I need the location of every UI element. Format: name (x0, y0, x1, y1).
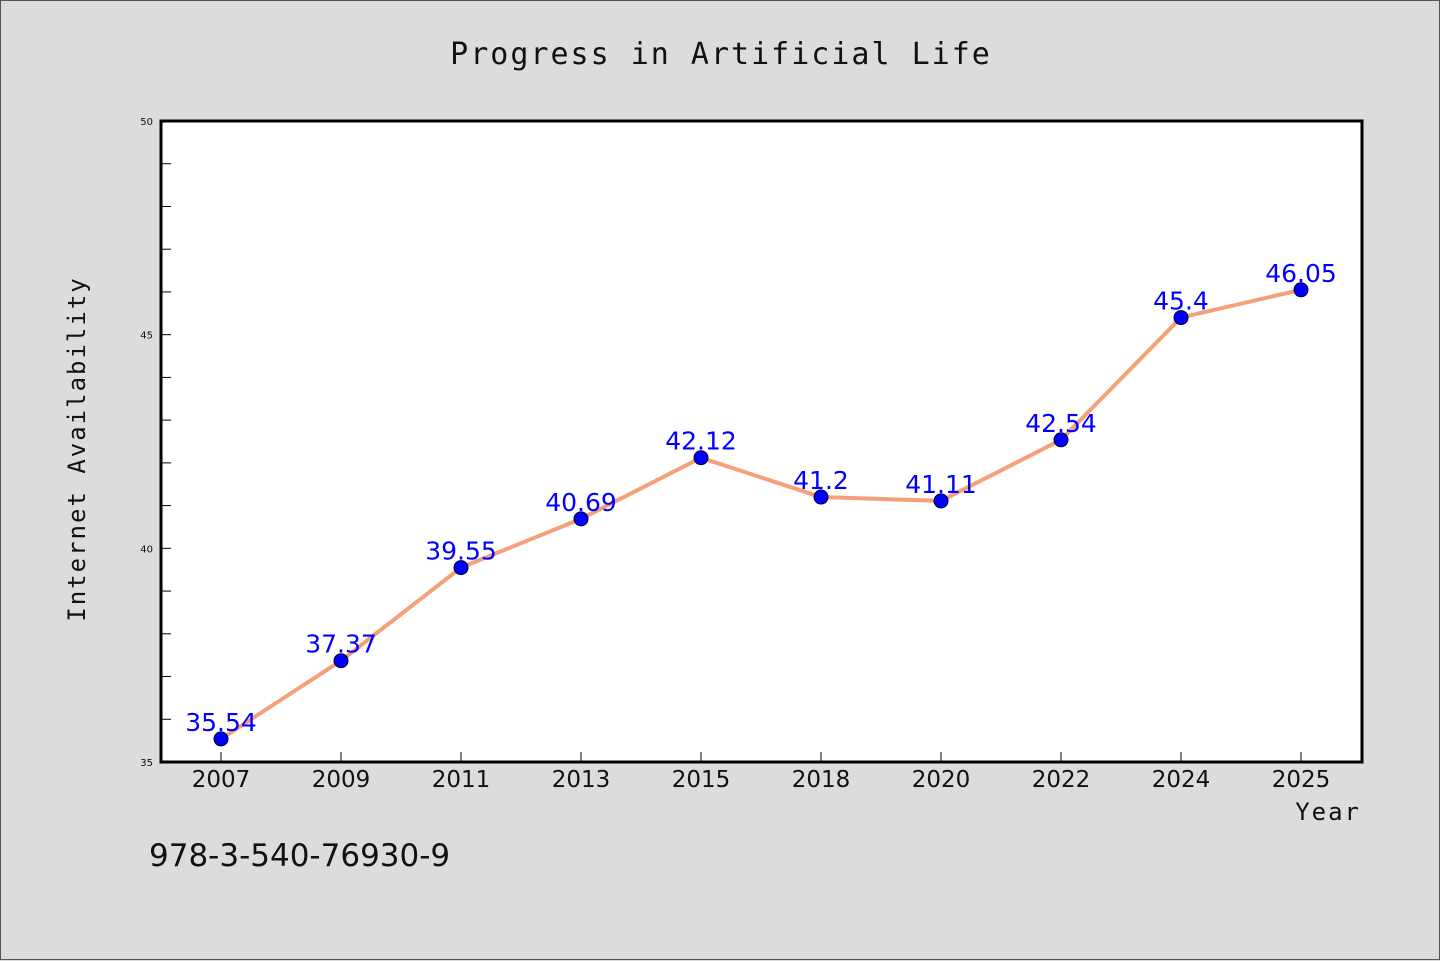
x-tick-label: 2018 (792, 767, 851, 793)
footer-isbn: 978-3-540-76930-9 (149, 838, 450, 874)
data-point (333, 653, 349, 669)
data-label: 37.37 (305, 630, 377, 659)
plot-border (159, 119, 1364, 764)
data-point (933, 493, 949, 509)
data-label: 41.11 (905, 470, 977, 499)
chart-title: Progress in Artificial Life (450, 37, 992, 72)
y-tick-label: 45 (140, 331, 153, 342)
x-tick-label: 2015 (672, 767, 731, 793)
x-tick-label: 2020 (912, 767, 971, 793)
data-label: 42.54 (1025, 409, 1097, 438)
x-tick-label: 2022 (1032, 767, 1091, 793)
x-axis-label: Year (1295, 798, 1361, 826)
data-labels: 35.54 37.37 39.55 40.69 42.12 41.2 41.11 42.54 4… (185, 259, 1337, 737)
plot-area (161, 121, 1362, 762)
x-tick-label: 2025 (1272, 767, 1331, 793)
data-label: 45.4 (1153, 287, 1209, 316)
data-label: 41.2 (793, 466, 849, 495)
x-tick-label: 2013 (552, 767, 611, 793)
data-label: 35.54 (185, 708, 257, 737)
y-minor-ticks (161, 163, 171, 720)
data-markers (213, 282, 1309, 747)
data-point (693, 450, 709, 466)
y-axis-label: Internet Availability (63, 276, 91, 621)
series-line (219, 287, 1302, 741)
y-tick-label: 40 (140, 544, 153, 555)
data-point (813, 489, 829, 505)
x-tick-label: 2024 (1152, 767, 1211, 793)
x-tick-label: 2009 (312, 767, 371, 793)
y-tick-label: 50 (140, 117, 153, 128)
data-label: 42.12 (665, 427, 737, 456)
data-label: 39.55 (425, 537, 497, 566)
x-tick-label: 2011 (432, 767, 491, 793)
x-tick-label: 2007 (192, 767, 251, 793)
data-point (1053, 432, 1069, 448)
data-label: 46.05 (1265, 259, 1337, 288)
data-point (1293, 282, 1309, 298)
data-label: 40.69 (545, 488, 617, 517)
x-axis-ticks: 2007 2009 2011 2013 2015 2018 2020 2022 2024 2025 (192, 752, 1331, 793)
data-point (213, 731, 229, 747)
data-point (573, 511, 589, 527)
data-point (453, 560, 469, 576)
y-tick-label: 35 (140, 758, 153, 769)
data-point (1173, 310, 1189, 326)
